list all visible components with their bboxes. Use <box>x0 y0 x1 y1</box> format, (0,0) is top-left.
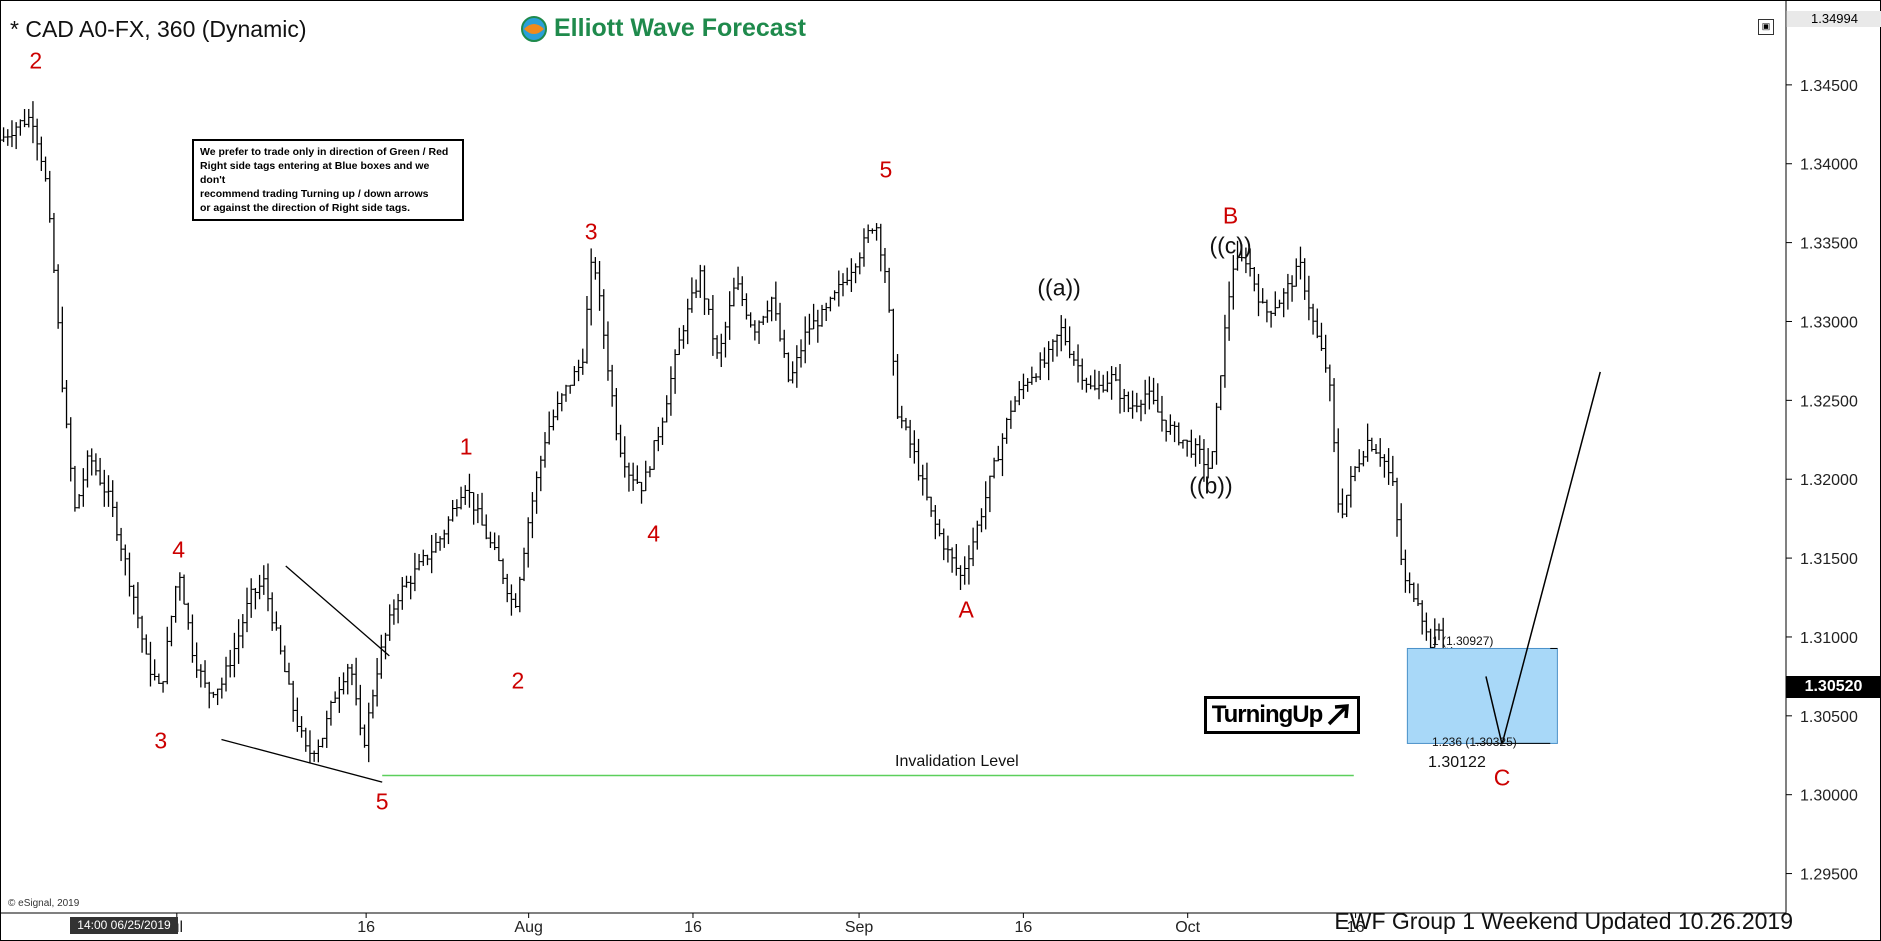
trading-note: We prefer to trade only in direction of … <box>192 139 464 221</box>
price-tick-label: 1.32000 <box>1800 472 1858 489</box>
price-tick-label: 1.29500 <box>1800 867 1858 884</box>
wave-label: C <box>1493 764 1511 791</box>
wave-label: 1 <box>459 433 473 460</box>
time-tick-label: Sep <box>845 919 874 936</box>
wave-label: 5 <box>375 788 389 815</box>
logo-text: Elliott Wave Forecast <box>554 14 806 42</box>
brand-logo: Elliott Wave Forecast <box>520 14 806 43</box>
wave-label: A <box>958 596 974 623</box>
price-tick-label: 1.30500 <box>1800 709 1858 726</box>
wave-label: 5 <box>879 156 893 183</box>
top-price-tag: 1.34994 <box>1786 11 1881 27</box>
projection-path <box>1485 371 1601 745</box>
wave-label: 2 <box>511 667 525 694</box>
price-tick-label: 1.32500 <box>1800 393 1858 410</box>
invalidation-label: Invalidation Level <box>895 753 1019 771</box>
price-tick-label: 1.34500 <box>1800 78 1858 95</box>
wave-label: 2 <box>29 47 43 74</box>
arrow-up-right-icon <box>1328 704 1350 726</box>
cursor-timestamp: 14:00 06/25/2019 <box>70 917 178 934</box>
wedge-line <box>221 738 383 783</box>
price-tick-label: 1.31000 <box>1800 630 1858 647</box>
time-tick-label: Oct <box>1175 919 1200 936</box>
last-price-tag: 1.30520 <box>1786 676 1881 698</box>
price-tick-label: 1.30000 <box>1800 788 1858 805</box>
time-tick-label: 16 <box>1014 919 1032 936</box>
chart-title: * CAD A0-FX, 360 (Dynamic) <box>10 16 307 42</box>
wave-label: 3 <box>584 218 598 245</box>
fib-level-1236: 1.236 (1.30325) <box>1432 735 1517 750</box>
price-tick-label: 1.33000 <box>1800 314 1858 331</box>
turning-up-label: TurningUp <box>1211 701 1324 728</box>
wave-label: 4 <box>647 520 661 547</box>
esignal-copyright: © eSignal, 2019 <box>8 898 80 909</box>
time-tick-label: 16 <box>684 919 702 936</box>
footer-updated: EWF Group 1 Weekend Updated 10.26.2019 <box>1334 908 1793 934</box>
window-restore-icon[interactable]: ▣ <box>1758 19 1774 35</box>
globe-icon <box>521 15 547 42</box>
price-tick-label: 1.33500 <box>1800 236 1858 253</box>
wave-label: B <box>1222 202 1239 229</box>
wave-label: 4 <box>172 536 185 563</box>
turning-up-badge: TurningUp <box>1204 696 1360 734</box>
wedge-line <box>285 565 390 657</box>
wave-label: ((b)) <box>1189 472 1233 499</box>
invalidation-value: 1.30122 <box>1428 754 1486 772</box>
wave-label: ((a)) <box>1037 274 1081 301</box>
time-tick-label: 16 <box>357 919 375 936</box>
price-tick-label: 1.31500 <box>1800 551 1858 568</box>
fib-level-1: 1 (1.30927) <box>1432 634 1494 649</box>
time-tick-label: Aug <box>514 919 542 936</box>
wave-label: ((c)) <box>1209 232 1252 259</box>
blue-target-box <box>1406 647 1558 744</box>
time-tick-label: 16 <box>1347 919 1365 936</box>
wave-label: 3 <box>154 727 168 754</box>
price-tick-label: 1.34000 <box>1800 157 1858 174</box>
